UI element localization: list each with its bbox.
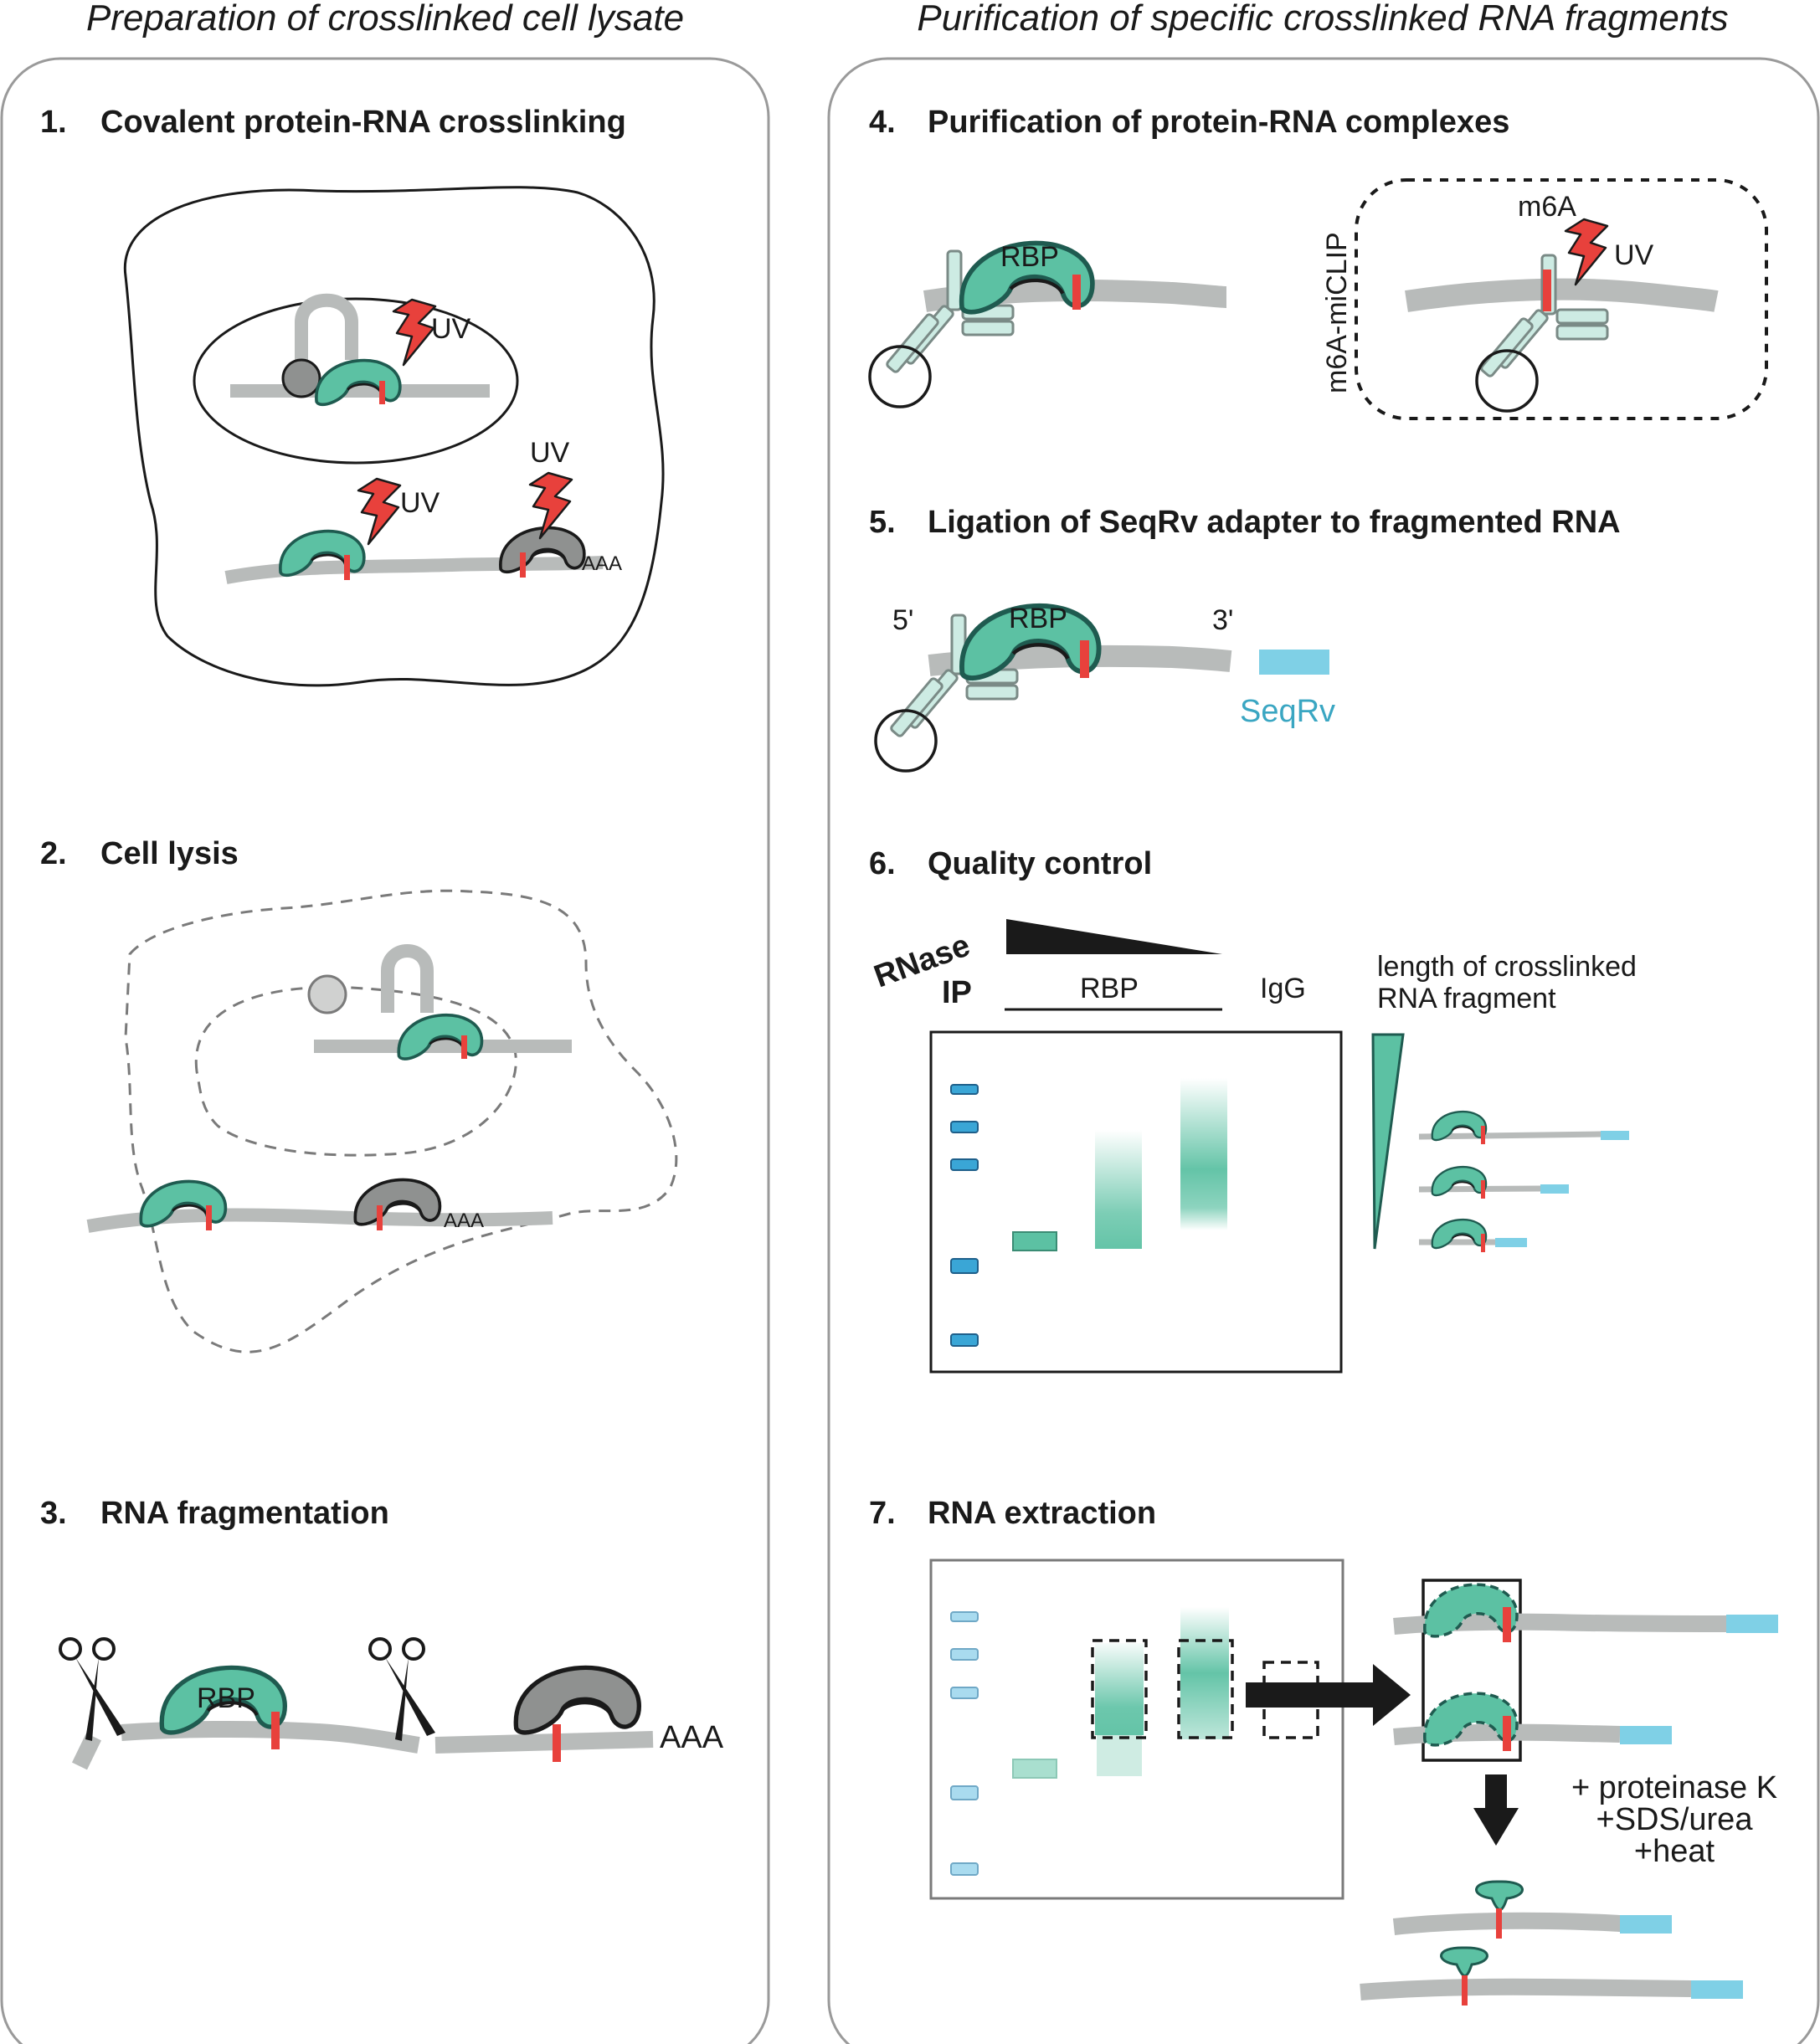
step-6-quality-control: RNase IP RBP IgG length of crosslinked R… bbox=[870, 919, 1637, 1374]
right-arrow-icon bbox=[1246, 1664, 1411, 1726]
ip-label: IP bbox=[942, 975, 972, 1010]
igg-label: IgG bbox=[1260, 973, 1306, 1004]
rbp-ip-label: RBP bbox=[1080, 973, 1139, 1004]
excision-box-lane-3 bbox=[1177, 1639, 1234, 1739]
right-panel-frame bbox=[827, 57, 1820, 2044]
gel-band-lane-2 bbox=[1097, 1735, 1142, 1776]
scissors-icon bbox=[368, 1637, 435, 1741]
fragment-length-wedge bbox=[1371, 1033, 1405, 1250]
down-arrow-icon bbox=[1473, 1774, 1519, 1846]
left-panel-title: Preparation of crosslinked cell lysate bbox=[86, 0, 684, 39]
m6a-miclip-box bbox=[1355, 178, 1768, 420]
step-2-title: Cell lysis bbox=[100, 836, 239, 871]
seqrv-adapter bbox=[1259, 650, 1329, 675]
step-4-title: Purification of protein-RNA complexes bbox=[928, 105, 1509, 140]
uv-bolt bbox=[392, 298, 437, 367]
excision-box-lane-2 bbox=[1091, 1639, 1148, 1739]
step-3-number: 3. bbox=[40, 1496, 67, 1531]
step-4-immunoprecipitation: RBP m6A-miCLIP m6A UV bbox=[868, 178, 1768, 420]
right-panel-title: Purification of specific crosslinked RNA… bbox=[917, 0, 1728, 39]
fragment-size-examples bbox=[1418, 1110, 1629, 1252]
step-1-title: Covalent protein-RNA crosslinking bbox=[100, 105, 626, 140]
polya-label: AAA bbox=[582, 552, 622, 575]
uv-bolt bbox=[1564, 218, 1609, 286]
step-5-title: Ligation of SeqRv adapter to fragmented … bbox=[928, 505, 1621, 540]
extracted-complex-box bbox=[1422, 1579, 1522, 1762]
fragment-length-label: length of crosslinked bbox=[1377, 951, 1637, 983]
step-5-adapter-ligation: RBP 5' 3' SeqRv bbox=[874, 603, 1335, 773]
gel-band-lane-1 bbox=[1012, 1759, 1057, 1779]
step-2-lysate: AAA bbox=[86, 889, 678, 1353]
step-4-number: 4. bbox=[869, 105, 896, 140]
gray-circle bbox=[281, 358, 321, 398]
step-1-number: 1. bbox=[40, 105, 67, 140]
gel-band-lane-2 bbox=[1095, 1130, 1142, 1249]
step-6-title: Quality control bbox=[928, 846, 1152, 881]
step-3-fragmentation: RBP AAA bbox=[59, 1637, 724, 1770]
fragment-length-label-2: RNA fragment bbox=[1377, 983, 1556, 1014]
seqrv-label: SeqRv bbox=[1240, 694, 1335, 729]
scissors-icon bbox=[59, 1637, 126, 1741]
size-marker bbox=[950, 1084, 979, 1347]
uv-bolt bbox=[357, 477, 402, 546]
sds-urea-label: +SDS/urea bbox=[1596, 1802, 1754, 1837]
three-prime-label: 3' bbox=[1212, 604, 1233, 636]
gray-circle bbox=[307, 974, 347, 1014]
rbp-label: RBP bbox=[1009, 603, 1067, 634]
step-2-number: 2. bbox=[40, 836, 67, 871]
uv-label: UV bbox=[431, 313, 471, 345]
uv-label: UV bbox=[1614, 239, 1654, 271]
size-marker bbox=[950, 1611, 979, 1876]
step-7-number: 7. bbox=[869, 1496, 896, 1531]
polya-label: AAA bbox=[660, 1720, 724, 1755]
uv-label: UV bbox=[400, 487, 440, 519]
step-5-number: 5. bbox=[869, 505, 896, 540]
rbp-label: RBP bbox=[197, 1682, 255, 1714]
m6a-label: m6A bbox=[1518, 191, 1576, 223]
step-7-title: RNA extraction bbox=[928, 1496, 1156, 1531]
step-3-title: RNA fragmentation bbox=[100, 1496, 389, 1531]
gel-band-lane-3-excised bbox=[1180, 1607, 1229, 1739]
nucleus bbox=[193, 297, 519, 465]
polya-label: AAA bbox=[444, 1209, 484, 1232]
gel-band-lane-2-excised bbox=[1095, 1643, 1144, 1735]
left-panel-frame bbox=[0, 57, 770, 2044]
gel-band-lane-3 bbox=[1180, 1078, 1227, 1230]
step-6-number: 6. bbox=[869, 846, 896, 881]
heat-label: +heat bbox=[1634, 1834, 1715, 1869]
five-prime-label: 5' bbox=[892, 604, 913, 636]
rbp-label: RBP bbox=[1000, 241, 1059, 273]
step-7-rna-extraction: + proteinase K +SDS/urea +heat bbox=[929, 1559, 1778, 2005]
gel-band-lane-1 bbox=[1012, 1231, 1057, 1251]
m6a-miclip-label: m6A-miCLIP bbox=[1321, 232, 1353, 393]
proteinase-k-label: + proteinase K bbox=[1571, 1770, 1777, 1805]
peptide-remnant bbox=[1440, 1946, 1488, 1977]
uv-label: UV bbox=[530, 437, 570, 469]
peptide-remnant bbox=[1475, 1880, 1524, 1911]
rnase-gradient-wedge bbox=[1006, 919, 1222, 954]
step-1-cell: UV UV UV AAA bbox=[123, 186, 665, 687]
